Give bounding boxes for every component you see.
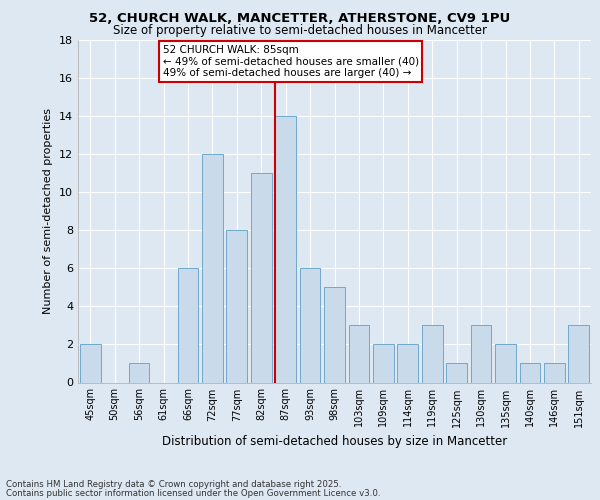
Bar — [568, 326, 589, 382]
Bar — [178, 268, 199, 382]
Bar — [422, 326, 443, 382]
Bar — [324, 288, 345, 382]
Bar — [373, 344, 394, 383]
Bar — [349, 326, 370, 382]
Text: Contains public sector information licensed under the Open Government Licence v3: Contains public sector information licen… — [6, 488, 380, 498]
Bar — [202, 154, 223, 382]
Bar — [544, 364, 565, 382]
Bar — [397, 344, 418, 383]
Bar — [299, 268, 320, 382]
Bar — [128, 364, 149, 382]
Bar — [275, 116, 296, 382]
Bar — [446, 364, 467, 382]
Bar — [80, 344, 101, 383]
Text: Contains HM Land Registry data © Crown copyright and database right 2025.: Contains HM Land Registry data © Crown c… — [6, 480, 341, 489]
Bar — [226, 230, 247, 382]
Bar — [495, 344, 516, 383]
Text: Size of property relative to semi-detached houses in Mancetter: Size of property relative to semi-detach… — [113, 24, 487, 37]
X-axis label: Distribution of semi-detached houses by size in Mancetter: Distribution of semi-detached houses by … — [162, 435, 507, 448]
Text: 52, CHURCH WALK, MANCETTER, ATHERSTONE, CV9 1PU: 52, CHURCH WALK, MANCETTER, ATHERSTONE, … — [89, 12, 511, 26]
Text: 52 CHURCH WALK: 85sqm
← 49% of semi-detached houses are smaller (40)
49% of semi: 52 CHURCH WALK: 85sqm ← 49% of semi-deta… — [163, 45, 419, 78]
Bar — [251, 173, 272, 382]
Y-axis label: Number of semi-detached properties: Number of semi-detached properties — [43, 108, 53, 314]
Bar — [470, 326, 491, 382]
Bar — [520, 364, 541, 382]
